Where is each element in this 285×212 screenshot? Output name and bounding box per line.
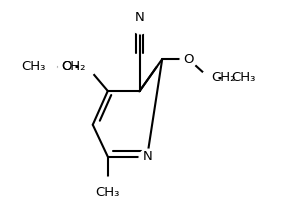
Text: CH₂: CH₂ — [211, 71, 235, 84]
Text: N: N — [142, 150, 152, 163]
Text: O: O — [61, 60, 72, 73]
Text: CH₃: CH₃ — [232, 71, 256, 84]
Text: O: O — [183, 53, 194, 66]
Text: N: N — [135, 11, 144, 24]
Text: CH₂: CH₂ — [61, 60, 85, 73]
Text: CH₃: CH₃ — [21, 60, 46, 73]
Text: CH₃: CH₃ — [95, 186, 120, 199]
